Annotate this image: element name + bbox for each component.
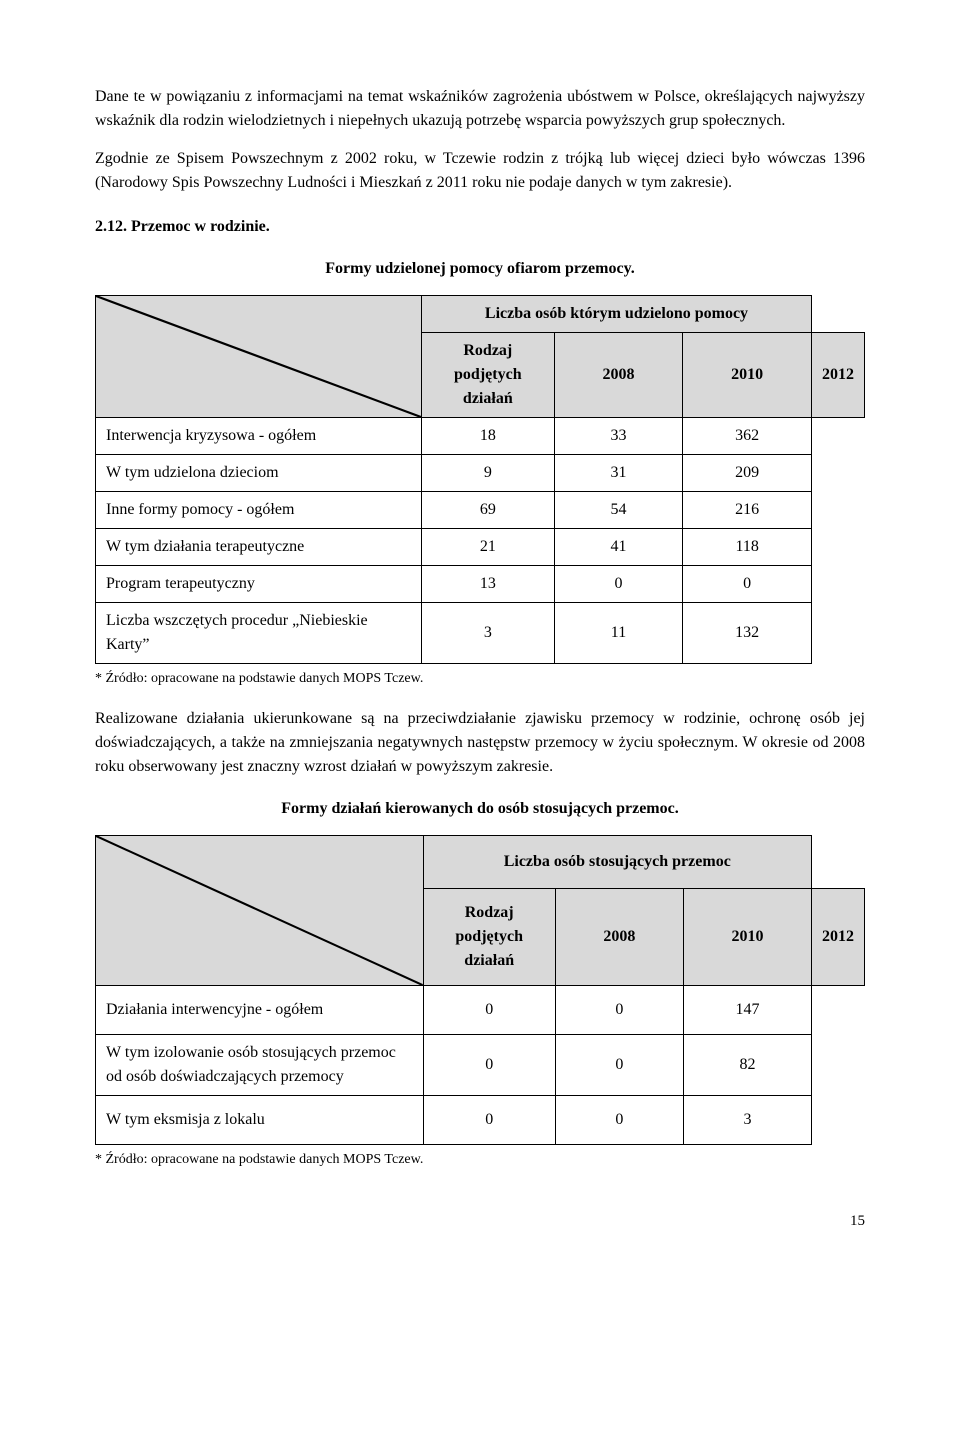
table1-row3-v0: 21 <box>421 529 554 566</box>
table1-row1-v0: 9 <box>421 455 554 492</box>
mid-paragraph: Realizowane działania ukierunkowane są n… <box>95 707 865 779</box>
table1-row4-label: Program terapeutyczny <box>96 566 422 603</box>
table1-row5-label: Liczba wszczętych procedur „Niebieskie K… <box>96 603 422 664</box>
table1-year-0: 2008 <box>554 333 683 418</box>
table2-row1-v1: 0 <box>555 1035 683 1096</box>
table1-row2-v2: 216 <box>683 492 812 529</box>
table1-year-1: 2010 <box>683 333 812 418</box>
table1-row3-label: W tym działania terapeutyczne <box>96 529 422 566</box>
table1-row2-v0: 69 <box>421 492 554 529</box>
page-number: 15 <box>95 1210 865 1233</box>
table2-diag-cell <box>96 836 424 986</box>
table-2: Liczba osób stosujących przemoc Rodzaj p… <box>95 835 865 1145</box>
table1-row4-v0: 13 <box>421 566 554 603</box>
table-row: Inne formy pomocy - ogółem 69 54 216 <box>96 492 865 529</box>
table1-row3-v2: 118 <box>683 529 812 566</box>
table1-row0-v1: 33 <box>554 418 683 455</box>
table1-row0-v2: 362 <box>683 418 812 455</box>
table-row: Program terapeutyczny 13 0 0 <box>96 566 865 603</box>
table2-row0-v0: 0 <box>423 986 555 1035</box>
table2-row1-v0: 0 <box>423 1035 555 1096</box>
table1-row1-v2: 209 <box>683 455 812 492</box>
table2-row0-label: Działania interwencyjne - ogółem <box>96 986 424 1035</box>
intro-paragraph-2: Zgodnie ze Spisem Powszechnym z 2002 rok… <box>95 147 865 195</box>
table2-row0-v2: 147 <box>683 986 811 1035</box>
table2-source: * Źródło: opracowane na podstawie danych… <box>95 1149 865 1170</box>
table-row: W tym eksmisja z lokalu 0 0 3 <box>96 1096 865 1145</box>
table2-col-header: Rodzaj podjętych działań <box>423 889 555 986</box>
table-row: Interwencja kryzysowa - ogółem 18 33 362 <box>96 418 865 455</box>
table2-title: Formy działań kierowanych do osób stosuj… <box>95 797 865 821</box>
table2-row2-v2: 3 <box>683 1096 811 1145</box>
table2-row2-v0: 0 <box>423 1096 555 1145</box>
table2-year-0: 2008 <box>555 889 683 986</box>
table1-row2-label: Inne formy pomocy - ogółem <box>96 492 422 529</box>
table2-row2-label: W tym eksmisja z lokalu <box>96 1096 424 1145</box>
table2-row0-v1: 0 <box>555 986 683 1035</box>
table1-row4-v1: 0 <box>554 566 683 603</box>
table2-row1-label: W tym izolowanie osób stosujących przemo… <box>96 1035 424 1096</box>
table1-source: * Źródło: opracowane na podstawie danych… <box>95 668 865 689</box>
table2-superheader-row: Liczba osób stosujących przemoc <box>96 836 865 889</box>
table1-title: Formy udzielonej pomocy ofiarom przemocy… <box>95 257 865 281</box>
table2-superheader: Liczba osób stosujących przemoc <box>423 836 811 889</box>
table2-row1-v2: 82 <box>683 1035 811 1096</box>
table1-row0-label: Interwencja kryzysowa - ogółem <box>96 418 422 455</box>
table2-year-2: 2012 <box>812 889 865 986</box>
table1-diag-cell <box>96 296 422 418</box>
table1-row2-v1: 54 <box>554 492 683 529</box>
table-row: W tym udzielona dzieciom 9 31 209 <box>96 455 865 492</box>
table-row: Działania interwencyjne - ogółem 0 0 147 <box>96 986 865 1035</box>
table1-row4-v2: 0 <box>683 566 812 603</box>
table1-row5-v2: 132 <box>683 603 812 664</box>
table1-row1-v1: 31 <box>554 455 683 492</box>
intro-paragraph-1: Dane te w powiązaniu z informacjami na t… <box>95 85 865 133</box>
table2-row2-v1: 0 <box>555 1096 683 1145</box>
table1-col-header: Rodzaj podjętych działań <box>421 333 554 418</box>
table-row: Liczba wszczętych procedur „Niebieskie K… <box>96 603 865 664</box>
table1-row5-v1: 11 <box>554 603 683 664</box>
table1-year-2: 2012 <box>812 333 865 418</box>
table1-row1-label: W tym udzielona dzieciom <box>96 455 422 492</box>
table2-year-1: 2010 <box>683 889 811 986</box>
section-heading: 2.12. Przemoc w rodzinie. <box>95 215 865 239</box>
table1-row5-v0: 3 <box>421 603 554 664</box>
table1-superheader: Liczba osób którym udzielono pomocy <box>421 296 811 333</box>
table-1: Liczba osób którym udzielono pomocy Rodz… <box>95 295 865 664</box>
table1-row0-v0: 18 <box>421 418 554 455</box>
table-row: W tym działania terapeutyczne 21 41 118 <box>96 529 865 566</box>
table-row: W tym izolowanie osób stosujących przemo… <box>96 1035 865 1096</box>
table1-row3-v1: 41 <box>554 529 683 566</box>
table1-superheader-row: Liczba osób którym udzielono pomocy <box>96 296 865 333</box>
